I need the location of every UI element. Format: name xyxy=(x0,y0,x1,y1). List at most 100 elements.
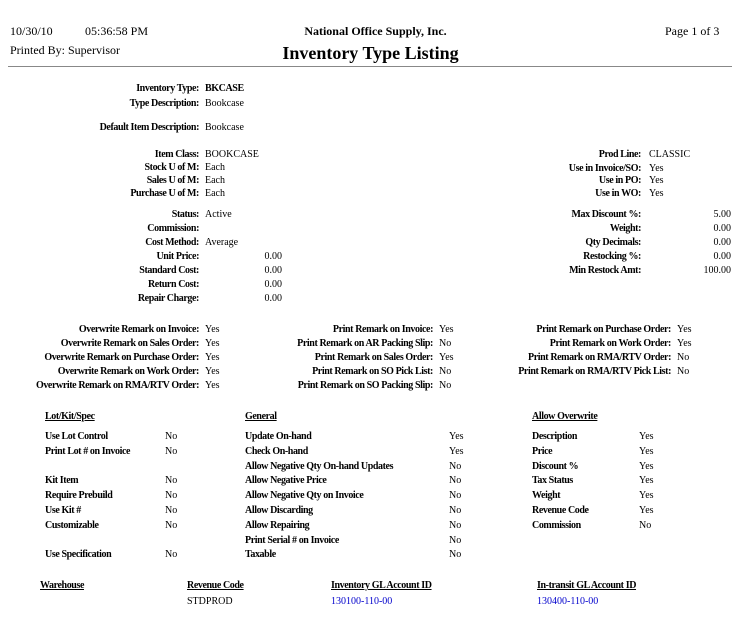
field-value: Yes xyxy=(649,175,664,186)
gl-account-link[interactable]: 130100-110-00 xyxy=(331,596,393,607)
setting-label: Discount % xyxy=(532,460,579,472)
field-label: Default Item Description: xyxy=(99,122,200,133)
field-value: Each xyxy=(205,188,225,199)
remark-label: Print Remark on SO Pick List: xyxy=(312,366,433,377)
setting-value: No xyxy=(449,460,462,472)
field-value: 0.00 xyxy=(264,293,283,304)
field-value: 0.00 xyxy=(264,251,283,262)
setting-value: Yes xyxy=(639,505,654,516)
header-divider xyxy=(8,66,732,67)
setting-value: Yes xyxy=(639,445,654,457)
page-number: Page 1 of 3 xyxy=(665,24,720,38)
field-value: Bookcase xyxy=(205,98,244,109)
report-title: Inventory Type Listing xyxy=(282,43,459,63)
field-value: BOOKCASE xyxy=(205,149,259,160)
field-value: Yes xyxy=(649,163,664,174)
column-header: Warehouse xyxy=(40,580,84,591)
print-time: 05:36:58 PM xyxy=(85,24,149,38)
field-label: Inventory Type: xyxy=(136,83,199,94)
column-header: Revenue Code xyxy=(187,580,244,591)
remark-label: Overwrite Remark on RMA/RTV Order: xyxy=(35,380,199,391)
remark-label: Print Remark on AR Packing Slip: xyxy=(297,338,433,349)
setting-value: No xyxy=(639,519,652,531)
field-value: 0.00 xyxy=(713,223,732,234)
field-value: Average xyxy=(205,237,239,248)
section-heading: General xyxy=(245,411,277,422)
field-value: CLASSIC xyxy=(649,149,691,160)
setting-label: Revenue Code xyxy=(532,505,589,516)
remark-label: Print Remark on SO Packing Slip: xyxy=(297,380,434,391)
setting-label: Allow Negative Price xyxy=(245,475,327,487)
remark-value: No xyxy=(677,366,690,377)
setting-label: Use Specification xyxy=(45,549,112,561)
setting-value: Yes xyxy=(449,445,464,457)
setting-value: Yes xyxy=(639,431,654,442)
remark-value: No xyxy=(439,366,452,377)
setting-value: No xyxy=(165,505,178,516)
setting-label: Commission xyxy=(532,519,581,531)
field-value: BKCASE xyxy=(205,83,244,94)
remark-label: Overwrite Remark on Purchase Order: xyxy=(44,352,199,363)
setting-label: Use Kit # xyxy=(45,505,81,516)
remark-value: Yes xyxy=(205,324,220,335)
remark-label: Overwrite Remark on Invoice: xyxy=(78,324,200,335)
column-header: Inventory GL Account ID xyxy=(331,580,432,591)
remark-label: Print Remark on RMA/RTV Order: xyxy=(528,352,671,363)
setting-value: No xyxy=(449,519,462,531)
setting-label: Require Prebuild xyxy=(45,490,113,502)
field-label: Use in Invoice/SO: xyxy=(568,163,642,174)
remark-value: Yes xyxy=(205,338,220,349)
setting-value: Yes xyxy=(639,490,654,502)
field-label: Max Discount %: xyxy=(571,209,641,220)
field-label: Status: xyxy=(171,209,200,220)
field-label: Use in PO: xyxy=(598,175,642,186)
remark-value: No xyxy=(677,352,690,363)
field-label: Sales U of M: xyxy=(146,175,200,186)
field-label: Qty Decimals: xyxy=(585,237,641,248)
setting-value: No xyxy=(165,549,178,561)
company-name: National Office Supply, Inc. xyxy=(304,24,447,38)
section-heading: Lot/Kit/Spec xyxy=(45,411,95,422)
setting-value: No xyxy=(165,475,178,487)
field-value: Bookcase xyxy=(205,122,244,133)
remark-label: Print Remark on RMA/RTV Pick List: xyxy=(518,366,671,377)
remark-value: Yes xyxy=(205,380,220,391)
setting-value: No xyxy=(449,534,462,546)
field-label: Restocking %: xyxy=(583,251,641,262)
field-label: Item Class: xyxy=(154,149,200,160)
remark-label: Print Remark on Invoice: xyxy=(332,324,434,335)
remark-value: Yes xyxy=(439,324,454,335)
setting-value: No xyxy=(449,490,462,502)
setting-value: Yes xyxy=(449,431,464,442)
setting-value: Yes xyxy=(639,460,654,472)
gl-account-link[interactable]: 130400-110-00 xyxy=(537,596,599,607)
remark-label: Print Remark on Sales Order: xyxy=(314,352,434,363)
setting-label: Update On-hand xyxy=(245,431,312,442)
remark-value: Yes xyxy=(439,352,454,363)
setting-value: No xyxy=(165,490,178,502)
remark-value: Yes xyxy=(677,324,692,335)
setting-label: Price xyxy=(532,445,553,457)
setting-label: Print Lot # on Invoice xyxy=(45,445,131,457)
field-value: 5.00 xyxy=(713,209,732,220)
setting-value: Yes xyxy=(639,475,654,487)
field-value: Each xyxy=(205,175,225,186)
field-label: Prod Line: xyxy=(598,149,642,160)
field-label: Standard Cost: xyxy=(139,265,199,276)
setting-value: No xyxy=(449,549,462,561)
remark-value: Yes xyxy=(677,338,692,349)
field-value: Active xyxy=(205,209,232,220)
field-label: Min Restock Amt: xyxy=(569,265,641,276)
setting-label: Allow Negative Qty On-hand Updates xyxy=(245,460,394,472)
field-label: Repair Charge: xyxy=(137,293,200,304)
setting-label: Description xyxy=(532,431,578,442)
setting-value: No xyxy=(449,505,462,516)
remark-label: Overwrite Remark on Sales Order: xyxy=(60,338,200,349)
remark-value: No xyxy=(439,338,452,349)
print-date: 10/30/10 xyxy=(10,24,53,38)
field-label: Return Cost: xyxy=(147,279,199,290)
field-value: 0.00 xyxy=(713,237,732,248)
setting-value: No xyxy=(165,431,178,442)
setting-label: Weight xyxy=(532,490,561,502)
column-header: In-transit GL Account ID xyxy=(537,580,637,591)
